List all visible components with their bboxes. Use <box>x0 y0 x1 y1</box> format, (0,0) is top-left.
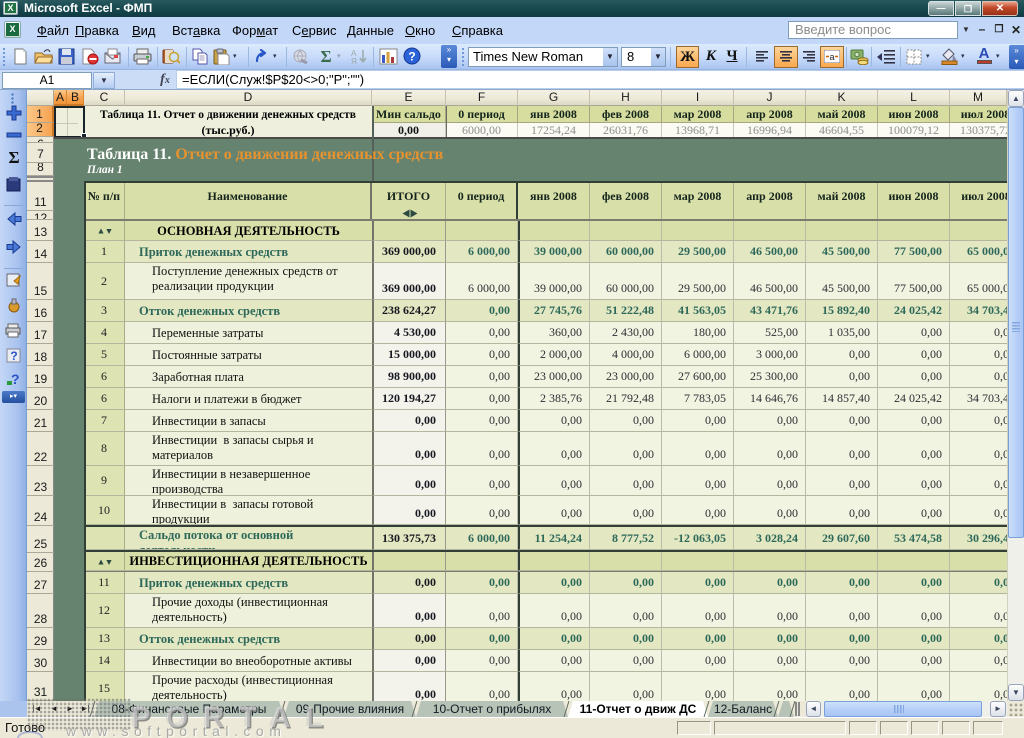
svg-text:Σ: Σ <box>8 148 19 166</box>
svg-text:a: a <box>829 52 834 62</box>
svg-text:Я: Я <box>351 57 357 65</box>
svg-text:?: ? <box>408 50 415 64</box>
svg-text:?: ? <box>10 349 17 363</box>
svg-text:А: А <box>351 49 357 58</box>
svg-text:?: ? <box>11 371 20 387</box>
